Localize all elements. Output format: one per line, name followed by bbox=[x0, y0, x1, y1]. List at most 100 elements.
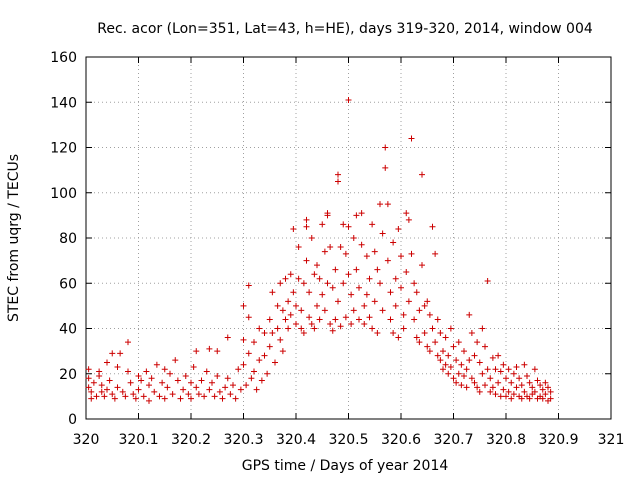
x-tick-label: 320.2 bbox=[171, 432, 211, 448]
data-point bbox=[232, 395, 239, 402]
data-point bbox=[440, 366, 446, 373]
data-point bbox=[185, 391, 192, 398]
data-point bbox=[337, 244, 344, 251]
y-tick-label: 0 bbox=[68, 412, 77, 428]
data-point bbox=[379, 307, 386, 314]
data-point bbox=[98, 382, 105, 389]
data-point bbox=[350, 235, 357, 241]
data-point bbox=[482, 382, 488, 389]
data-point bbox=[321, 248, 328, 255]
data-point bbox=[416, 307, 423, 314]
data-point bbox=[109, 391, 116, 398]
data-point bbox=[169, 391, 176, 398]
data-point bbox=[153, 361, 160, 368]
data-point bbox=[353, 212, 360, 219]
data-point bbox=[471, 379, 478, 386]
data-point bbox=[272, 359, 278, 366]
data-point bbox=[466, 357, 473, 364]
data-point bbox=[324, 280, 331, 287]
data-point bbox=[429, 223, 436, 230]
data-point bbox=[224, 334, 231, 341]
data-point bbox=[468, 375, 475, 382]
data-point bbox=[505, 366, 512, 373]
data-point bbox=[130, 391, 137, 398]
data-point bbox=[206, 345, 213, 352]
y-tick-label: 100 bbox=[50, 186, 77, 202]
data-point bbox=[209, 379, 215, 386]
data-point bbox=[311, 271, 318, 278]
x-tick-label: 320.3 bbox=[223, 432, 263, 448]
x-tick-label: 320.4 bbox=[276, 432, 316, 448]
data-point bbox=[429, 325, 436, 332]
data-point bbox=[495, 352, 502, 359]
data-point bbox=[269, 289, 276, 296]
data-point bbox=[445, 352, 452, 359]
data-point bbox=[251, 339, 257, 346]
data-point bbox=[156, 393, 163, 400]
data-point bbox=[285, 325, 292, 332]
data-point bbox=[332, 316, 339, 323]
data-point bbox=[371, 248, 378, 255]
data-point bbox=[125, 368, 131, 375]
data-point bbox=[337, 323, 344, 330]
data-point bbox=[319, 221, 326, 228]
data-point bbox=[458, 361, 465, 368]
data-point bbox=[345, 96, 352, 103]
data-point bbox=[282, 275, 289, 282]
data-point bbox=[400, 325, 407, 332]
data-point bbox=[453, 379, 460, 386]
data-point bbox=[211, 393, 218, 400]
data-point bbox=[537, 382, 544, 389]
data-point bbox=[516, 375, 523, 382]
data-point bbox=[245, 314, 252, 321]
data-point bbox=[408, 250, 415, 257]
data-point bbox=[403, 210, 410, 217]
data-point bbox=[374, 330, 381, 337]
data-point bbox=[335, 178, 341, 185]
data-point bbox=[542, 379, 549, 386]
data-point bbox=[135, 373, 142, 380]
data-point bbox=[395, 334, 402, 341]
data-point bbox=[240, 302, 247, 309]
y-axis: 0 20 40 60 80 100 120 140 160 bbox=[50, 50, 611, 428]
data-point bbox=[316, 275, 323, 282]
data-point bbox=[335, 171, 341, 178]
data-point bbox=[424, 298, 431, 305]
data-point bbox=[408, 135, 415, 142]
data-point bbox=[90, 379, 97, 386]
data-point bbox=[413, 289, 420, 296]
data-point bbox=[279, 348, 286, 355]
data-point bbox=[474, 384, 481, 391]
data-point bbox=[237, 386, 244, 393]
y-tick-label: 40 bbox=[59, 322, 77, 338]
chart-title: Rec. acor (Lon=351, Lat=43, h=HE), days … bbox=[97, 21, 593, 37]
data-point bbox=[518, 382, 525, 389]
x-tick-label: 320.7 bbox=[433, 432, 473, 448]
data-point bbox=[442, 334, 449, 341]
data-point bbox=[140, 393, 147, 400]
data-point bbox=[329, 284, 336, 291]
data-point bbox=[148, 375, 155, 382]
data-point bbox=[98, 388, 105, 395]
data-point bbox=[261, 330, 268, 337]
y-tick-label: 160 bbox=[50, 50, 77, 66]
data-point bbox=[164, 384, 171, 391]
data-point bbox=[455, 370, 462, 377]
data-point bbox=[127, 379, 134, 386]
data-point bbox=[277, 336, 284, 343]
data-point bbox=[366, 275, 373, 282]
data-point bbox=[101, 393, 108, 400]
data-point bbox=[476, 388, 483, 395]
x-tick-label: 320.9 bbox=[538, 432, 578, 448]
data-point bbox=[505, 388, 512, 395]
y-axis-title: STEC from uqrg / TECUs bbox=[6, 154, 22, 322]
data-point bbox=[303, 216, 310, 223]
data-point bbox=[214, 373, 221, 380]
data-point bbox=[434, 316, 441, 323]
data-point bbox=[348, 320, 355, 327]
data-point bbox=[461, 373, 467, 380]
data-point bbox=[345, 223, 352, 230]
data-point bbox=[453, 357, 460, 364]
